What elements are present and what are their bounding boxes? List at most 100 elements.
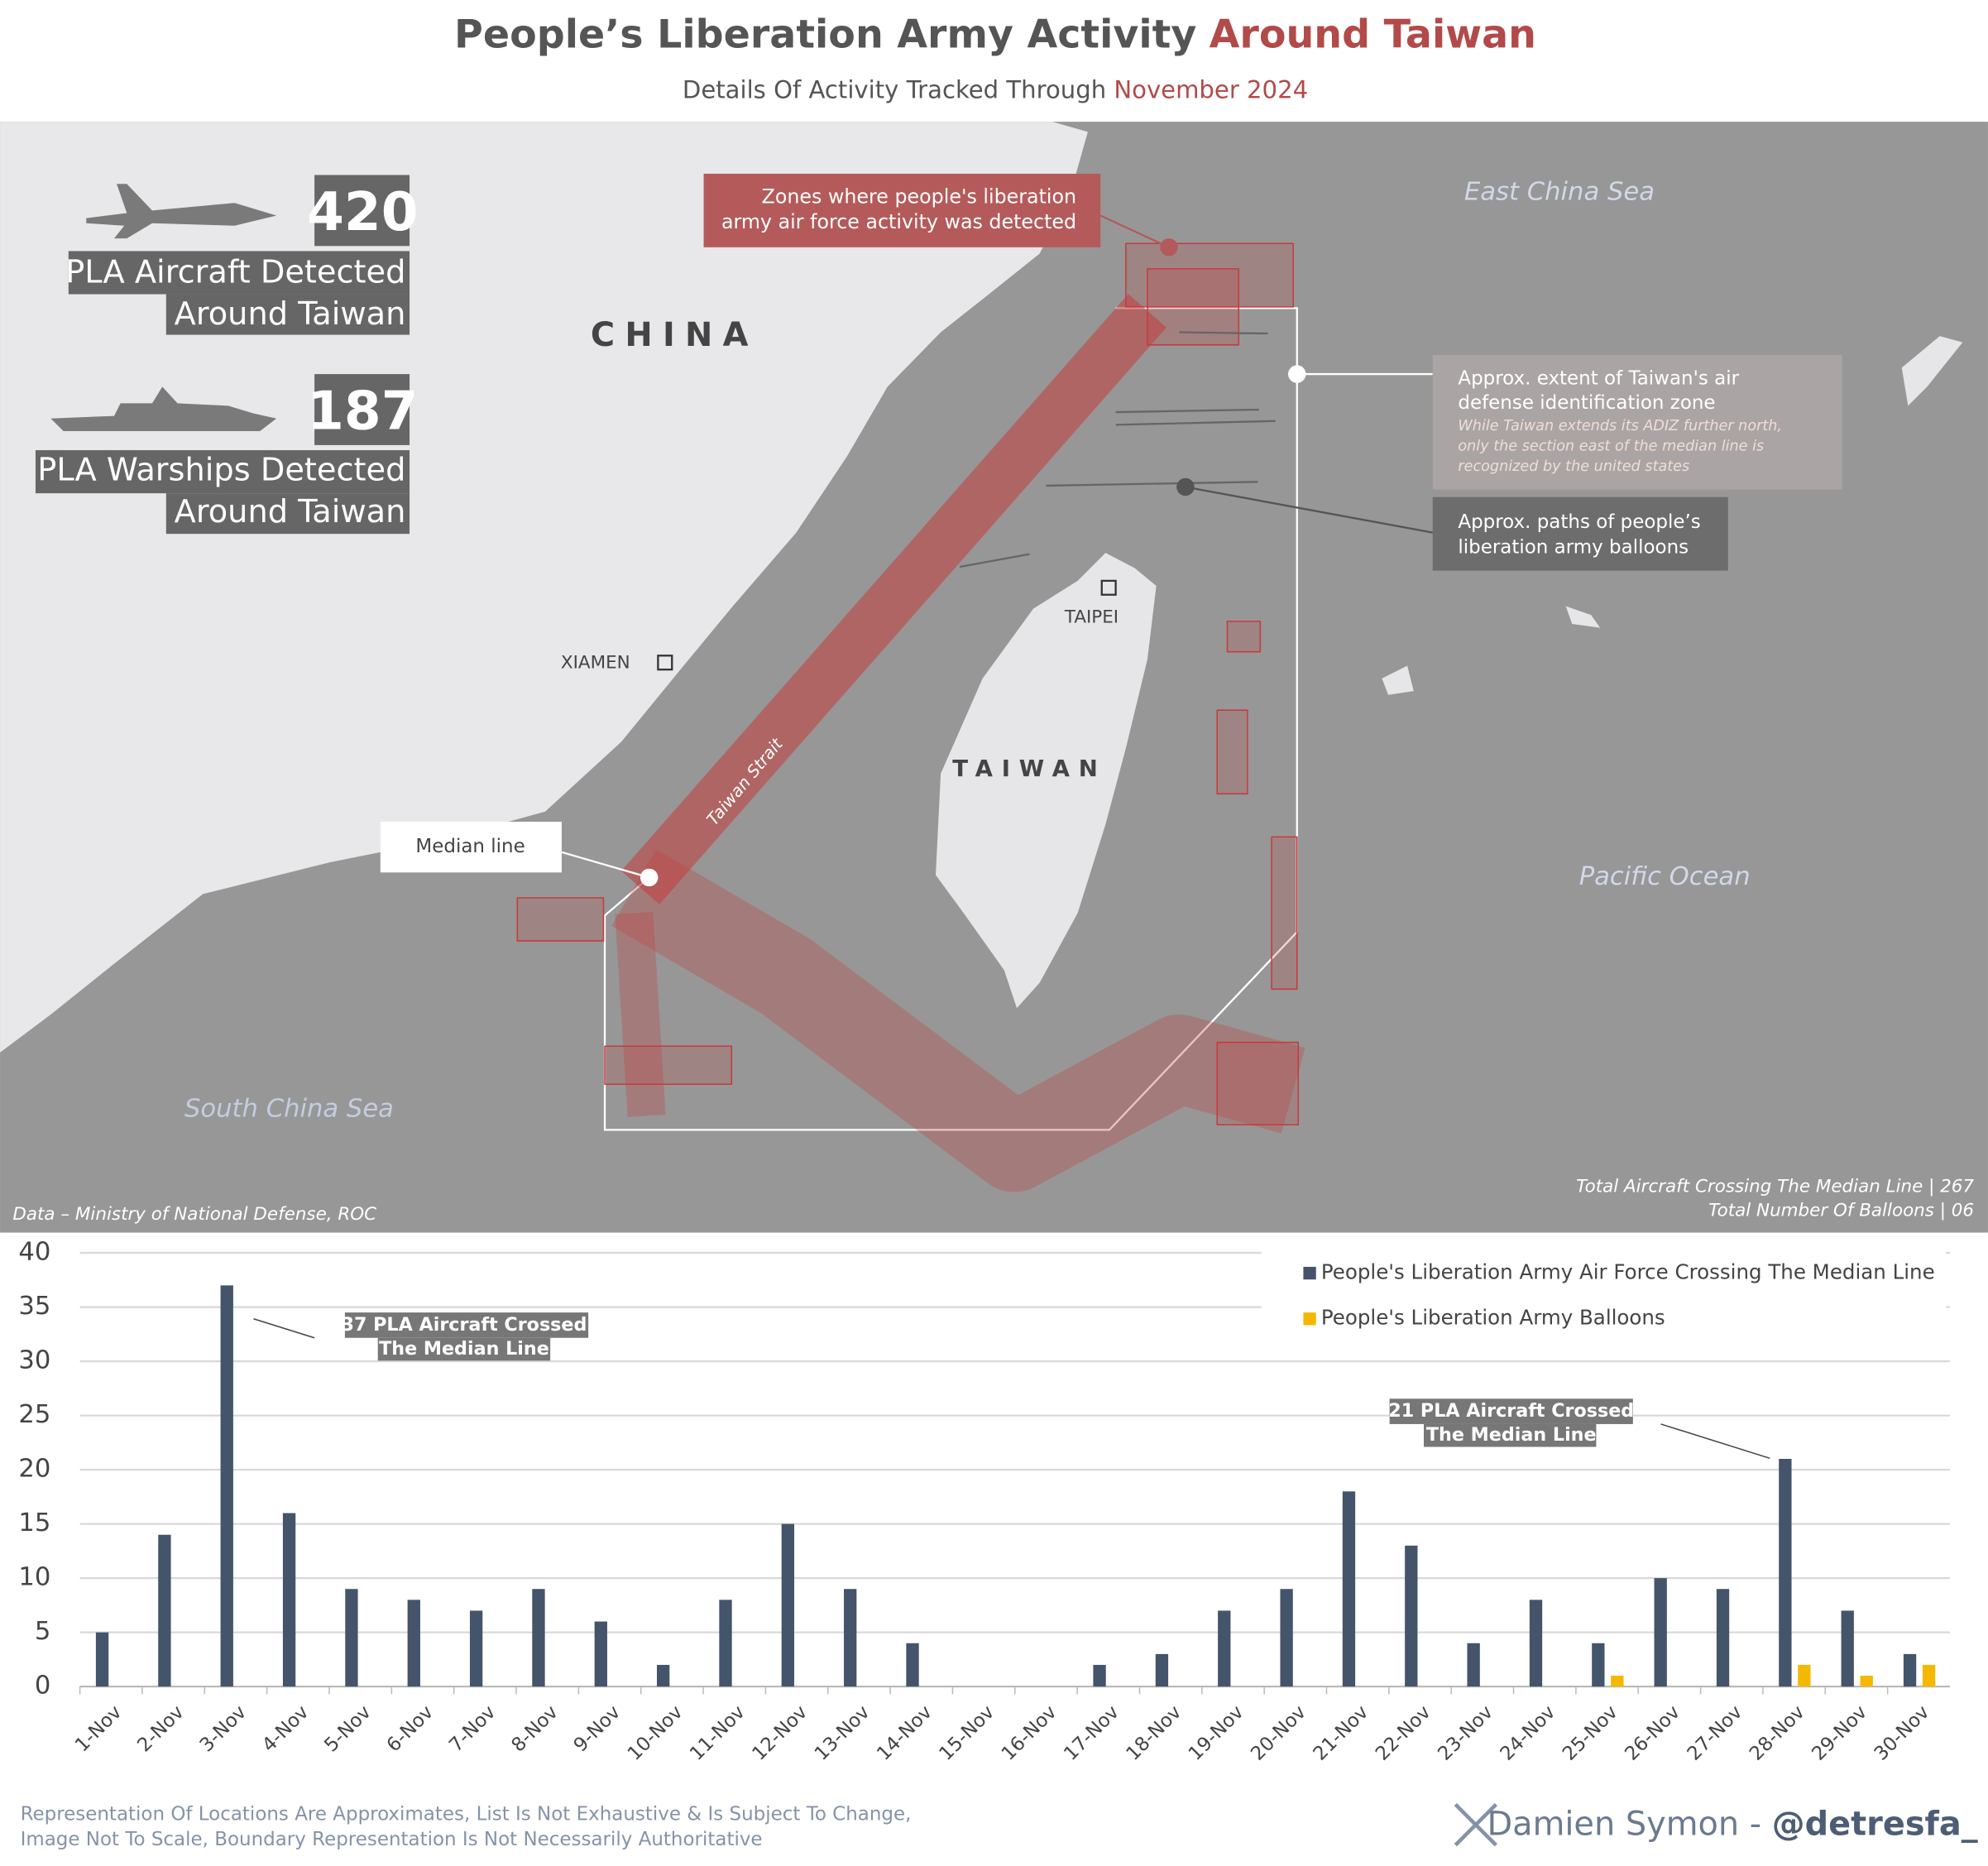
callout-text: Zones where people's liberation: [762, 185, 1077, 209]
stat-box: [165, 493, 410, 535]
bar: [1611, 1676, 1624, 1687]
annotation: The Median Line: [379, 1338, 549, 1360]
bar: [1798, 1664, 1811, 1687]
title: People’s Liberation Army Activity Around …: [454, 12, 1536, 57]
x-tick-label: 15-Nov: [936, 1701, 999, 1765]
x-tick-label: 17-Nov: [1060, 1701, 1123, 1765]
place-label: TAIWAN: [952, 755, 1106, 782]
x-logo: [1454, 1803, 1497, 1847]
callout-box: [1432, 496, 1728, 571]
x-tick-label: 16-Nov: [998, 1701, 1061, 1765]
credit-handle: @detresfa_: [1772, 1805, 1978, 1843]
disclaimer: Image Not To Scale, Boundary Representat…: [21, 1829, 763, 1850]
bar: [1405, 1545, 1418, 1687]
place-label: East China Sea: [1464, 177, 1655, 206]
x-tick-label: 1-Nov: [71, 1701, 126, 1756]
annotation-box: [344, 1312, 589, 1338]
bar: [1922, 1664, 1936, 1687]
aircraft-icon: [86, 184, 277, 239]
callout-box: [380, 822, 562, 873]
x-tick-label: 6-Nov: [383, 1701, 438, 1756]
city-marker: [657, 655, 673, 671]
callout-text: liberation army balloons: [1458, 537, 1689, 559]
activity-zones: [516, 242, 1305, 1192]
disclaimer: Representation Of Locations Are Approxim…: [21, 1803, 912, 1825]
stat-label: Around Taiwan: [175, 295, 406, 333]
source: Data – Ministry of National Defense, ROC: [12, 1204, 376, 1225]
legend-label: People's Liberation Army Balloons: [1321, 1306, 1665, 1330]
annotation-box: [1424, 1423, 1597, 1447]
x-tick-label: 20-Nov: [1247, 1701, 1310, 1765]
y-tick-label: 30: [18, 1346, 50, 1375]
y-tick-label: 20: [18, 1455, 50, 1484]
bar: [1218, 1610, 1231, 1687]
callout-box: [703, 173, 1101, 247]
bar: [781, 1523, 795, 1687]
x-tick-label: 22-Nov: [1372, 1701, 1435, 1765]
connector: [1185, 486, 1433, 534]
y-tick-label: 35: [18, 1292, 50, 1321]
credit-name: Damien Symon -: [1487, 1805, 1772, 1843]
annotation: 21 PLA Aircraft Crossed: [1388, 1400, 1634, 1422]
x-tick-label: 29-Nov: [1808, 1701, 1871, 1765]
bar: [719, 1600, 732, 1687]
place-label: TAIPEI: [1064, 607, 1119, 627]
x-tick-label: 2-Nov: [133, 1701, 188, 1756]
x-tick-label: 11-Nov: [686, 1701, 750, 1765]
connector: [561, 851, 649, 879]
x-tick-label: 24-Nov: [1497, 1701, 1560, 1765]
title-main: People’s Liberation Army Activity: [454, 12, 1196, 57]
x-tick-label: 19-Nov: [1185, 1701, 1248, 1765]
bar: [1860, 1676, 1873, 1687]
stat-box: [165, 294, 410, 335]
x-tick-label: 4-Nov: [258, 1701, 313, 1756]
stat-label: PLA Warships Detected: [37, 452, 405, 489]
x-tick-label: 23-Nov: [1434, 1701, 1497, 1765]
annotation-line: [253, 1318, 315, 1339]
subtitle-main: Details Of Activity Tracked Through: [683, 75, 1106, 103]
x-tick-label: 5-Nov: [320, 1701, 375, 1756]
x-tick-label: 9-Nov: [570, 1701, 625, 1756]
balloon-paths: [959, 331, 1276, 568]
bar: [1592, 1643, 1605, 1687]
place-label: South China Sea: [184, 1094, 394, 1123]
bar: [1280, 1589, 1293, 1687]
annotation-line: [1660, 1423, 1770, 1460]
bar: [594, 1621, 607, 1687]
island: [1382, 665, 1414, 695]
stat-box: [68, 251, 410, 295]
place-label: XIAMEN: [561, 652, 630, 673]
x-tick-label: 14-Nov: [873, 1701, 937, 1765]
bar: [95, 1632, 109, 1687]
bar: [906, 1643, 919, 1687]
stat-label: Around Taiwan: [175, 493, 406, 530]
stat-number: 420: [307, 181, 418, 243]
x-tick-label: 12-Nov: [748, 1701, 812, 1765]
place-label: Pacific Ocean: [1579, 862, 1751, 891]
map: Zones where people's liberation army air…: [0, 122, 1988, 1233]
callout-subtext: While Taiwan extends its ADIZ further no…: [1458, 418, 1782, 434]
callout-box: [1432, 355, 1842, 490]
connector: [1099, 214, 1170, 248]
callout-text: Approx. paths of people’s: [1458, 511, 1700, 533]
callout-text: Median line: [415, 836, 525, 857]
x-tick-label: 27-Nov: [1684, 1701, 1747, 1765]
china-land: [0, 122, 1088, 1053]
stat-box: [314, 374, 410, 445]
marker: [1160, 238, 1178, 257]
bar: [1467, 1643, 1480, 1687]
stat-label: PLA Aircraft Detected: [65, 254, 405, 291]
x-tick-label: 10-Nov: [624, 1701, 687, 1765]
y-tick-label: 5: [35, 1617, 51, 1646]
bar: [1716, 1589, 1730, 1687]
bar: [1155, 1653, 1169, 1687]
bar: [158, 1534, 171, 1687]
callout-subtext: recognized by the united states: [1458, 458, 1689, 475]
annotation-box: [1389, 1398, 1633, 1424]
x-tick-label: 7-Nov: [445, 1701, 500, 1756]
place-label: CHINA: [591, 316, 759, 354]
adiz-outline: [603, 307, 1298, 1131]
island: [1901, 336, 1963, 406]
